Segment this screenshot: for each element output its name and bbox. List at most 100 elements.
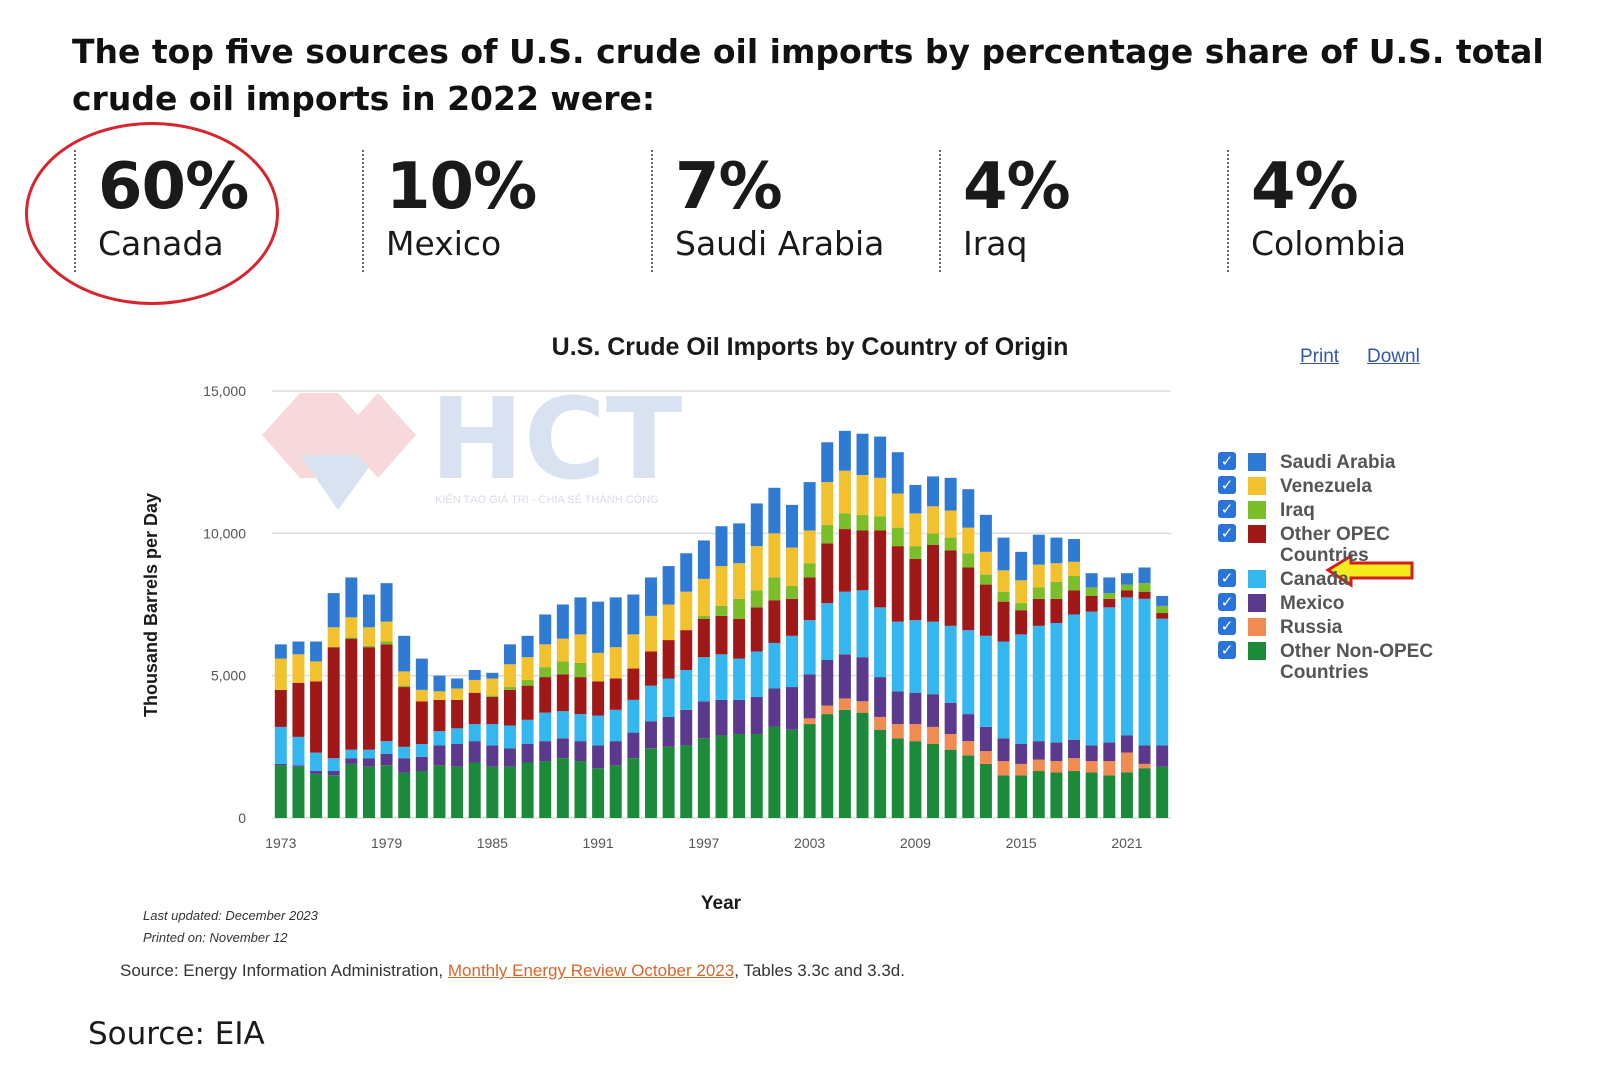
legend-item[interactable]: ✓ Mexico (1218, 593, 1458, 614)
legend-checkbox[interactable]: ✓ (1218, 476, 1236, 494)
bar-stack-1995 (662, 566, 675, 818)
bar-segment (715, 615, 728, 655)
chart-title: U.S. Crude Oil Imports by Country of Ori… (551, 333, 1069, 361)
bar-segment (1120, 772, 1133, 818)
legend-checkbox[interactable]: ✓ (1218, 524, 1236, 542)
bar-segment (979, 584, 992, 636)
legend-item[interactable]: ✓ Venezuela (1218, 476, 1458, 497)
bar-segment (750, 734, 763, 818)
bar-segment (310, 641, 323, 662)
bar-segment (838, 698, 851, 710)
bar-segment (327, 758, 340, 772)
watermark-logo: HCT KIẾN TẠO GIÁ TRỊ - CHIA SẺ THÀNH CÔN… (262, 375, 682, 510)
bar-segment (503, 748, 516, 767)
bar-segment (415, 771, 428, 818)
bar-segment (1138, 598, 1151, 746)
stat-mexico: 10% Mexico (362, 150, 537, 272)
y-tick-label: 10,000 (203, 525, 246, 541)
bar-segment (997, 591, 1010, 602)
bar-segment (274, 689, 287, 727)
bar-segment (345, 758, 358, 764)
legend-swatch (1248, 453, 1266, 471)
legend-item[interactable]: ✓ Canada (1218, 569, 1458, 590)
bar-segment (592, 745, 605, 769)
bar-segment (962, 741, 975, 756)
bar-stack-1986 (503, 644, 516, 818)
legend-item[interactable]: ✓ Iraq (1218, 500, 1458, 521)
bar-segment (979, 514, 992, 552)
bar-segment (1032, 564, 1045, 588)
bar-segment (1103, 607, 1116, 743)
bar-segment (433, 745, 446, 766)
watermark-diamond-bottom (300, 455, 378, 510)
bar-segment (592, 768, 605, 818)
stat-colombia: 4% Colombia (1227, 150, 1406, 272)
bar-segment (786, 598, 799, 636)
bar-segment (680, 630, 693, 670)
bar-segment (433, 675, 446, 692)
bar-segment (468, 669, 481, 680)
x-tick-label: 1985 (477, 835, 508, 851)
bar-segment (574, 714, 587, 742)
watermark-diamond-left (262, 393, 376, 478)
stat-percent: 10% (386, 150, 537, 224)
bar-segment (327, 593, 340, 628)
legend-item[interactable]: ✓ Other Non-OPEC Countries (1218, 641, 1458, 683)
bar-stack-1994 (644, 577, 657, 818)
bar-segment (592, 681, 605, 716)
bar-segment (680, 553, 693, 592)
bar-segment (768, 726, 781, 818)
bar-segment (1138, 583, 1151, 592)
legend-item[interactable]: ✓ Saudi Arabia (1218, 452, 1458, 473)
bar-segment (1050, 598, 1063, 624)
bar-segment (292, 736, 305, 766)
bar-segment (486, 724, 499, 746)
print-link[interactable]: Print (1300, 346, 1340, 367)
bar-segment (786, 504, 799, 548)
bar-stack-1996 (680, 553, 693, 818)
bar-segment (997, 601, 1010, 642)
bar-segment (556, 738, 569, 759)
bar-segment (750, 590, 763, 608)
bar-stack-2004 (821, 442, 834, 818)
bar-segment (997, 570, 1010, 592)
bar-segment (398, 687, 411, 747)
legend-checkbox[interactable]: ✓ (1218, 641, 1236, 659)
bar-segment (362, 594, 375, 628)
x-tick-label: 2015 (1006, 835, 1037, 851)
bar-segment (750, 651, 763, 698)
legend-item[interactable]: ✓ Russia (1218, 617, 1458, 638)
legend-checkbox[interactable]: ✓ (1218, 452, 1236, 470)
bar-segment (1032, 587, 1045, 599)
bar-segment (539, 761, 552, 818)
bar-segment (1138, 768, 1151, 818)
bar-stack-2003 (803, 482, 816, 818)
legend-checkbox[interactable]: ✓ (1218, 569, 1236, 587)
x-tick-label: 2003 (794, 835, 825, 851)
bar-segment (944, 550, 957, 626)
bar-segment (486, 745, 499, 767)
bar-segment (1103, 775, 1116, 818)
legend-checkbox[interactable]: ✓ (1218, 593, 1236, 611)
bar-segment (486, 678, 499, 696)
legend-item[interactable]: ✓ Other OPEC Countries (1218, 524, 1458, 566)
legend-checkbox[interactable]: ✓ (1218, 617, 1236, 635)
stat-country: Mexico (386, 224, 502, 263)
bar-segment (750, 697, 763, 735)
watermark-tagline: KIẾN TẠO GIÁ TRỊ - CHIA SẺ THÀNH CÔNG (435, 493, 659, 506)
bar-segment (979, 726, 992, 752)
bar-segment (838, 513, 851, 530)
bar-segment (1120, 590, 1133, 598)
bar-stack-1977 (345, 577, 358, 818)
source-link[interactable]: Monthly Energy Review October 2023 (447, 961, 735, 980)
bar-segment (310, 771, 323, 774)
bar-segment (786, 547, 799, 586)
download-link[interactable]: Downl (1367, 346, 1420, 367)
legend-checkbox[interactable]: ✓ (1218, 500, 1236, 518)
bar-segment (1032, 625, 1045, 742)
bar-segment (1156, 618, 1169, 746)
bar-segment (803, 482, 816, 531)
bar-segment (1015, 775, 1028, 818)
bar-segment (962, 755, 975, 818)
bar-segment (1085, 761, 1098, 773)
